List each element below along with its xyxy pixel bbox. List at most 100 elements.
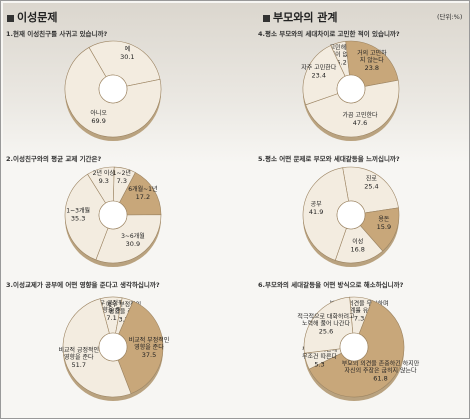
slice-label-group: 고민해 본 적이 없다5.2 <box>330 43 354 66</box>
slice-label: 공부 <box>311 201 323 208</box>
slice-value: 51.7 <box>72 361 86 369</box>
slice-label: 가끔 고민한다 <box>342 111 378 119</box>
slice-label: 영향을 준다 <box>109 308 139 316</box>
slice-label: 예 <box>125 45 131 53</box>
slice-label: 적극적으로 대화하려고 <box>297 312 355 320</box>
slice-value: 5.3 <box>314 360 324 368</box>
slice-value: 15.9 <box>377 223 391 231</box>
slice-label: 비교적 긍정적인 <box>58 346 99 354</box>
slice-label: 무조건 따른다 <box>302 352 338 360</box>
slice-value: 7.1 <box>106 314 116 322</box>
slice-value: 69.9 <box>91 117 105 125</box>
slice-label: 이성 <box>352 237 363 245</box>
slice-label: 영향을 준다 <box>64 353 94 361</box>
slice-value: 61.8 <box>373 374 387 382</box>
slice-label: 매우 긍정적인 <box>94 299 129 307</box>
slice-label: 노력해 풀어 나간다 <box>302 319 350 327</box>
slice-value: 25.4 <box>364 183 378 191</box>
slice-label: 6개월~1년 <box>128 185 157 193</box>
slice-label-group: 매우 긍정적인 영향을 준다7.1 <box>94 299 129 322</box>
donut-hole <box>98 74 128 104</box>
bullet-icon <box>7 14 14 22</box>
slice-value: 3.7 <box>118 316 128 324</box>
slice-label: 영향을 준다 <box>97 306 127 314</box>
slice-label: 갈등관계를 유지한다 <box>333 306 385 314</box>
slice-label: 3~6개월 <box>121 232 145 240</box>
slice-label: 아니오 <box>90 109 107 117</box>
slice-label-group: 2년 이상9.3 <box>93 169 116 185</box>
section-title-left: 이성문제 <box>7 9 57 25</box>
slice-value: 25.6 <box>319 327 333 335</box>
slice-label: 거의 고민하 <box>357 49 387 57</box>
slice-value: 30.9 <box>126 240 140 248</box>
donut-hole <box>98 332 128 362</box>
slice-label: 영향을 준다 <box>134 343 164 351</box>
slice-label: 매우 부정적인 <box>106 301 141 309</box>
unit-label: (단위:%) <box>437 13 463 21</box>
donut-hole <box>336 200 366 230</box>
slice-label: 자신의 주장은 굽히지 않는다 <box>345 366 417 374</box>
slice-value: 41.9 <box>309 208 323 216</box>
slice-value: 9.3 <box>99 177 109 185</box>
slice-value: 23.4 <box>312 71 326 79</box>
slice-value: 47.6 <box>353 119 367 127</box>
slice-label-group: 1~2년7.3 <box>113 169 131 185</box>
slice-value: 30.1 <box>120 53 134 61</box>
question-4: 4.평소 부모와의 세대차이로 고민한 적이 있습니까? <box>258 30 400 38</box>
donut-hole <box>98 200 128 230</box>
slice-label: 부모의 의견을 무시하며 <box>330 299 389 307</box>
slice-value: 37.5 <box>142 351 156 359</box>
question-1: 1.현재 이성친구를 사귀고 있습니까? <box>6 30 108 38</box>
question-2: 2.이성친구와의 평균 교제 기간은? <box>6 155 102 163</box>
bullet-icon <box>263 14 270 22</box>
section-right-label: 부모와의 관계 <box>273 11 338 24</box>
chart-2: 2년 이상9.31~2년7.36개월~1년17.23~6개월30.91~3개월3… <box>64 166 162 267</box>
slice-label: 부모의 의견을 존중하긴 하지만 <box>342 359 420 367</box>
slice-label: 적이 없다 <box>330 50 354 58</box>
slice-label-group: 예30.1 <box>120 45 134 61</box>
donut-hole <box>339 332 369 362</box>
slice-label: 지 않는다 <box>360 56 384 64</box>
slice-value: 16.8 <box>350 245 364 253</box>
slice-label: 고민해 본 <box>330 43 354 51</box>
question-6: 6.부모와의 세대갈등을 어떤 방식으로 해소하십니까? <box>258 281 404 289</box>
slice-value: 35.3 <box>71 214 85 222</box>
slice-label: 용돈 <box>378 216 390 223</box>
slice-label: 자주 고민한다 <box>301 63 337 71</box>
slice-value: 23.8 <box>365 64 379 72</box>
section-left-label: 이성문제 <box>17 11 58 24</box>
slice-value: 7.3 <box>117 177 127 185</box>
question-3: 3.이성교제가 공부에 어떤 영향을 준다고 생각하십니까? <box>6 281 160 289</box>
slice-label: 비교적 부정적인 <box>129 336 170 344</box>
question-5: 5.평소 어떤 문제로 부모와 세대갈등을 느끼십니까? <box>258 155 400 163</box>
slice-label: 1~3개월 <box>66 206 90 214</box>
slice-value: 7.3 <box>354 314 364 322</box>
donut-hole <box>336 74 366 104</box>
section-title-right: 부모와의 관계 <box>263 9 338 25</box>
slice-value: 5.2 <box>336 58 346 66</box>
slice-value: 17.2 <box>136 193 150 201</box>
slice-label: 2년 이상 <box>93 169 116 177</box>
slice-label: 진로 <box>366 175 378 183</box>
slice-label-group: 매우 부정적인 영향을 준다3.7 <box>106 301 141 324</box>
